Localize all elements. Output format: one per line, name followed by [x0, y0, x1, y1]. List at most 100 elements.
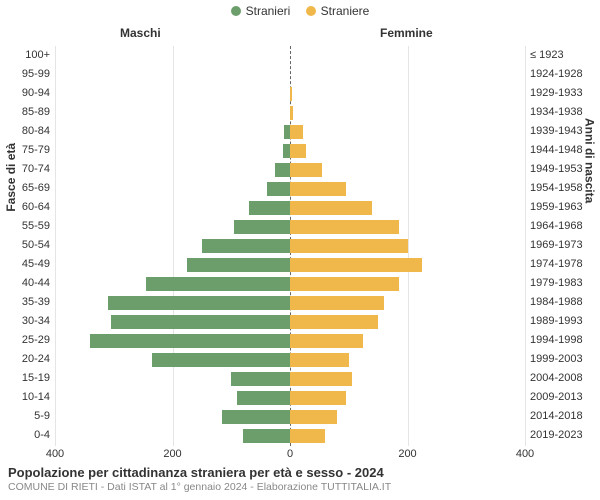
- age-label: 35-39: [0, 293, 50, 312]
- birth-year-label: 1934-1938: [530, 103, 598, 122]
- population-pyramid-chart: Stranieri Straniere Maschi Femmine Fasce…: [0, 0, 600, 500]
- bar-male: [267, 182, 291, 196]
- pyramid-row: [55, 255, 525, 274]
- age-label: 50-54: [0, 236, 50, 255]
- age-label: 20-24: [0, 350, 50, 369]
- bar-female: [290, 163, 322, 177]
- age-label: 70-74: [0, 160, 50, 179]
- birth-year-label: 1949-1953: [530, 160, 598, 179]
- bar-female: [290, 258, 422, 272]
- birth-year-label: 1929-1933: [530, 84, 598, 103]
- bar-female: [290, 87, 292, 101]
- bar-female: [290, 372, 352, 386]
- legend-label-female: Straniere: [321, 4, 370, 18]
- pyramid-row: [55, 350, 525, 369]
- bar-female: [290, 106, 293, 120]
- legend-item-female: Straniere: [306, 4, 370, 18]
- pyramid-row: [55, 217, 525, 236]
- bar-male: [283, 144, 290, 158]
- bar-male: [152, 353, 290, 367]
- legend-swatch-female: [306, 6, 316, 16]
- age-label: 85-89: [0, 103, 50, 122]
- age-label: 10-14: [0, 388, 50, 407]
- x-tick-label: 400: [46, 448, 64, 460]
- bar-male: [90, 334, 290, 348]
- age-label: 90-94: [0, 84, 50, 103]
- bar-female: [290, 296, 384, 310]
- bar-female: [290, 391, 346, 405]
- birth-year-label: 1969-1973: [530, 236, 598, 255]
- legend-swatch-male: [231, 6, 241, 16]
- bar-female: [290, 182, 346, 196]
- bar-male: [234, 220, 290, 234]
- age-axis-labels: 100+95-9990-9485-8980-8475-7970-7465-696…: [0, 46, 50, 446]
- bar-male: [249, 201, 290, 215]
- gridline: [525, 46, 526, 446]
- bar-male: [231, 372, 290, 386]
- pyramid-row: [55, 46, 525, 65]
- pyramid-row: [55, 312, 525, 331]
- age-label: 30-34: [0, 312, 50, 331]
- pyramid-row: [55, 179, 525, 198]
- chart-title: Popolazione per cittadinanza straniera p…: [8, 465, 391, 481]
- birth-year-axis-labels: ≤ 19231924-19281929-19331934-19381939-19…: [530, 46, 598, 446]
- birth-year-label: 2014-2018: [530, 407, 598, 426]
- bar-female: [290, 334, 363, 348]
- chart-footer: Popolazione per cittadinanza straniera p…: [8, 465, 391, 494]
- pyramid-row: [55, 369, 525, 388]
- bar-male: [108, 296, 290, 310]
- legend: Stranieri Straniere: [0, 4, 600, 19]
- bar-male: [237, 391, 290, 405]
- column-header-female: Femmine: [380, 26, 433, 40]
- bar-female: [290, 315, 378, 329]
- bar-female: [290, 353, 349, 367]
- birth-year-label: 1999-2003: [530, 350, 598, 369]
- age-label: 60-64: [0, 198, 50, 217]
- birth-year-label: 2019-2023: [530, 426, 598, 445]
- bar-male: [275, 163, 290, 177]
- bar-female: [290, 239, 408, 253]
- column-header-male: Maschi: [120, 26, 161, 40]
- pyramid-row: [55, 141, 525, 160]
- bar-female: [290, 144, 306, 158]
- x-tick-label: 200: [163, 448, 181, 460]
- pyramid-row: [55, 388, 525, 407]
- legend-item-male: Stranieri: [231, 4, 291, 18]
- birth-year-label: 1964-1968: [530, 217, 598, 236]
- bar-male: [111, 315, 290, 329]
- bar-male: [222, 410, 290, 424]
- pyramid-row: [55, 426, 525, 445]
- birth-year-label: 1984-1988: [530, 293, 598, 312]
- bar-female: [290, 220, 399, 234]
- bar-female: [290, 410, 337, 424]
- bar-female: [290, 277, 399, 291]
- bar-male: [202, 239, 290, 253]
- age-label: 65-69: [0, 179, 50, 198]
- bar-female: [290, 429, 325, 443]
- birth-year-label: 1989-1993: [530, 312, 598, 331]
- age-label: 40-44: [0, 274, 50, 293]
- age-label: 100+: [0, 46, 50, 65]
- x-tick-label: 0: [287, 448, 293, 460]
- pyramid-row: [55, 407, 525, 426]
- birth-year-label: 2009-2013: [530, 388, 598, 407]
- age-label: 95-99: [0, 65, 50, 84]
- pyramid-row: [55, 331, 525, 350]
- pyramid-row: [55, 65, 525, 84]
- birth-year-label: 1979-1983: [530, 274, 598, 293]
- chart-source: COMUNE DI RIETI - Dati ISTAT al 1° genna…: [8, 481, 391, 494]
- birth-year-label: 1939-1943: [530, 122, 598, 141]
- bar-male: [146, 277, 290, 291]
- birth-year-label: 1959-1963: [530, 198, 598, 217]
- birth-year-label: 2004-2008: [530, 369, 598, 388]
- pyramid-row: [55, 160, 525, 179]
- pyramid-row: [55, 122, 525, 141]
- pyramid-row: [55, 198, 525, 217]
- birth-year-label: 1994-1998: [530, 331, 598, 350]
- birth-year-label: 1974-1978: [530, 255, 598, 274]
- age-label: 15-19: [0, 369, 50, 388]
- pyramid-row: [55, 293, 525, 312]
- plot-area: [55, 46, 525, 446]
- age-label: 80-84: [0, 122, 50, 141]
- legend-label-male: Stranieri: [246, 4, 291, 18]
